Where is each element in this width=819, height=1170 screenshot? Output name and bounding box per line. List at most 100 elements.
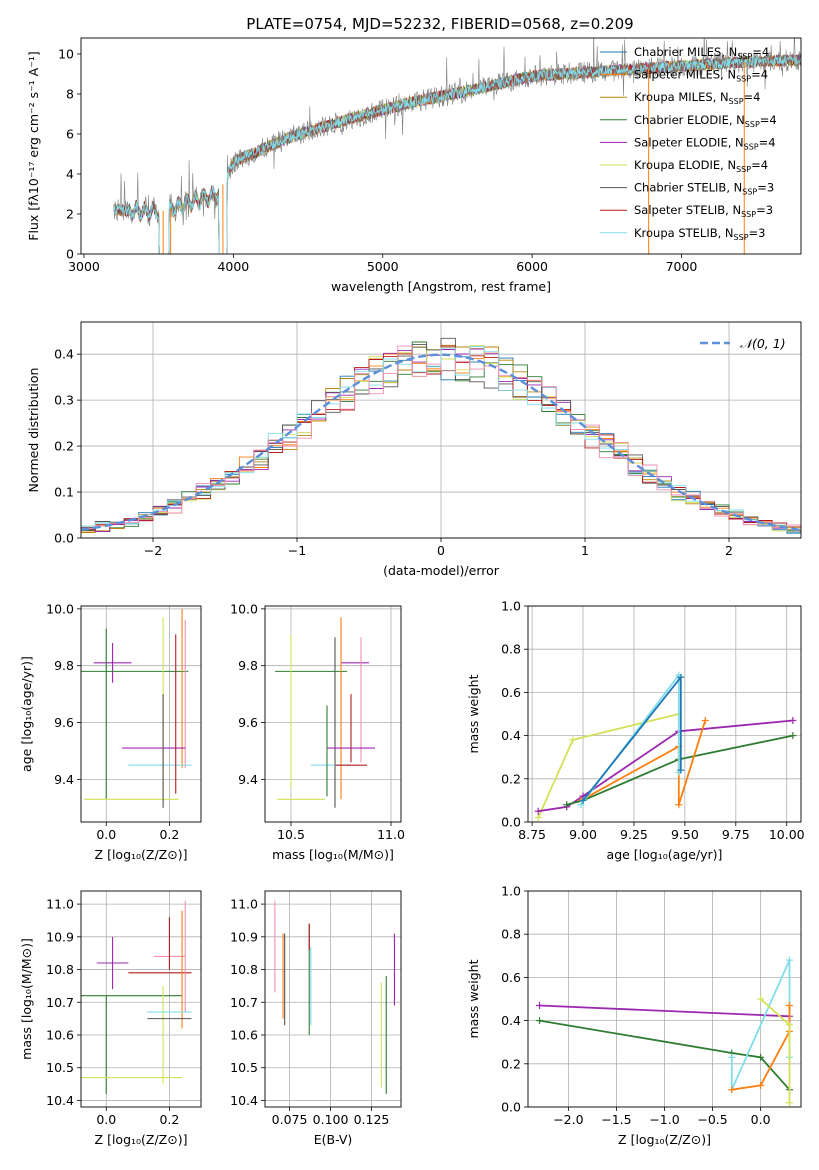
weight-series-krou_elodie xyxy=(537,713,680,819)
y-tick-label: 0.8 xyxy=(501,927,521,942)
y-tick-label: 0.8 xyxy=(501,642,521,657)
weight-marker xyxy=(757,1053,765,1061)
figure-title: PLATE=0754, MJD=52232, FIBERID=0568, z=0… xyxy=(246,15,633,33)
spectrum-model-krou_elodie xyxy=(113,55,801,254)
y-tick-label: 10.9 xyxy=(230,929,258,944)
x-tick-label: 0.125 xyxy=(354,1112,390,1127)
y-axis-label: Flux [fλ10⁻¹⁷ erg cm⁻² s⁻¹ A⁻¹] xyxy=(26,51,41,240)
weight-marker xyxy=(728,1086,736,1094)
spectrum-model-salp_miles xyxy=(113,54,801,254)
y-axis-label: Normed distribution xyxy=(26,368,41,493)
x-axis-label: wavelength [Angstrom, rest frame] xyxy=(331,279,551,294)
y-tick-label: 8 xyxy=(66,87,74,102)
legend-entry-chab_stelib: Chabrier STELIB, NSSP=3 xyxy=(634,181,774,197)
plot-area-weight_vs_age xyxy=(534,671,797,822)
plot-area-weight_vs_Z xyxy=(536,956,793,1107)
weight-marker xyxy=(785,1021,793,1029)
spectrum-model-krou_stelib xyxy=(113,55,801,254)
y-tick-label: 0.6 xyxy=(501,685,521,700)
y-axis-label: mass [log₁₀(M/M⊙)] xyxy=(19,938,34,1060)
spectrum-model-salp_stelib xyxy=(113,53,801,254)
y-tick-label: 10.6 xyxy=(46,1028,74,1043)
x-tick-label: 0.075 xyxy=(272,1112,308,1127)
x-axis-label: mass [log₁₀(M/M⊙)] xyxy=(272,847,394,862)
axes-age_vs_mass: 10.5 11.0 9.4 9.6 9.8 10.0 mass [log₁₀(M/M⊙)] xyxy=(230,601,405,862)
plot-area-age_vs_mass xyxy=(275,617,375,808)
y-tick-label: 0.4 xyxy=(54,347,74,362)
weight-marker xyxy=(536,1001,544,1009)
x-tick-label: −0.5 xyxy=(697,1112,727,1127)
axes-frame xyxy=(264,890,402,1108)
weight-marker xyxy=(785,1099,793,1107)
y-tick-label: 10.5 xyxy=(46,1060,74,1075)
legend-entry-salp_stelib: Salpeter STELIB, NSSP=3 xyxy=(634,203,773,219)
x-tick-label: 9.25 xyxy=(620,827,648,842)
x-tick-label: 0.0 xyxy=(96,827,116,842)
x-tick-label: 0.2 xyxy=(159,827,179,842)
y-tick-label: 10.6 xyxy=(230,1028,258,1043)
x-tick-label: −2 xyxy=(144,543,162,558)
weight-marker xyxy=(563,801,571,809)
y-tick-label: 0.6 xyxy=(501,970,521,985)
y-tick-label: 0.3 xyxy=(54,393,74,408)
plot-area-age_vs_Z xyxy=(81,608,192,808)
weight-marker xyxy=(785,956,793,964)
histogram-pink xyxy=(81,345,801,530)
weight-series-chab_elodie xyxy=(566,734,794,806)
axes-frame xyxy=(527,890,802,1108)
weight-marker xyxy=(536,1017,544,1025)
legend-entry-krou_miles: Kroupa MILES, NSSP=4 xyxy=(634,90,760,106)
spectrum-model-chab_stelib xyxy=(113,53,801,254)
axes-frame xyxy=(527,605,802,823)
x-tick-label: 0.100 xyxy=(313,1112,349,1127)
x-axis-label: Z [log₁₀(Z/Z⊙)] xyxy=(95,1132,188,1147)
weight-marker xyxy=(569,736,577,744)
histogram-krou_stelib xyxy=(81,346,801,534)
x-tick-label: 0.0 xyxy=(751,1112,771,1127)
weight-series-salp_elodie xyxy=(539,1004,790,1018)
x-tick-label: 10.00 xyxy=(769,827,805,842)
y-tick-label: 10 xyxy=(58,47,74,62)
y-tick-label: 0.2 xyxy=(501,771,521,786)
x-tick-label: 7000 xyxy=(666,259,698,274)
plot-area-mass_vs_Z xyxy=(81,900,192,1094)
weight-marker xyxy=(577,801,585,809)
y-tick-label: 10.4 xyxy=(230,1093,258,1108)
legend-entry-salp_miles: Salpeter MILES, NSSP=4 xyxy=(634,68,768,84)
x-tick-label: 3000 xyxy=(68,259,100,274)
y-tick-label: 10.5 xyxy=(230,1060,258,1075)
weight-marker xyxy=(677,673,685,681)
y-tick-label: 11.0 xyxy=(46,897,74,912)
plot-area-spectrum xyxy=(113,38,801,254)
weight-series-salp_miles xyxy=(731,1005,791,1091)
y-tick-label: 0.0 xyxy=(501,1100,521,1115)
histogram-chab_stelib xyxy=(81,337,801,533)
errorbar-point-0 xyxy=(93,642,132,683)
x-tick-label: −2.0 xyxy=(553,1112,583,1127)
x-axis-label: (data-model)/error xyxy=(383,563,500,578)
y-axis-label: age [log₁₀(age/yr)] xyxy=(19,656,34,772)
y-axis-label: mass weight xyxy=(466,674,481,753)
axes-frame xyxy=(80,605,202,823)
axes-age_vs_Z: 0.0 0.2 9.4 9.6 9.8 10.0 Z [log₁₀(Z/Z⊙)] age [l… xyxy=(19,601,202,862)
spectrum-model-chab_miles xyxy=(113,54,801,254)
axes-mass_vs_Z: 0.0 0.2 10.4 10.5 10.6 10.7 10.8 10.9 11.0 Z [log… xyxy=(19,890,202,1147)
x-tick-label: 9.75 xyxy=(722,827,750,842)
x-tick-label: 0 xyxy=(437,543,445,558)
plot-area-residuals xyxy=(81,337,801,534)
y-tick-label: 10.7 xyxy=(46,995,74,1010)
gaussian-curve xyxy=(81,353,801,532)
x-tick-label: 2 xyxy=(725,543,733,558)
weight-marker xyxy=(789,732,797,740)
x-tick-label: 5000 xyxy=(367,259,399,274)
axes-frame xyxy=(80,890,202,1108)
y-tick-label: 10.7 xyxy=(230,995,258,1010)
weight-marker xyxy=(728,1053,736,1061)
legend-entry-chab_elodie: Chabrier ELODIE, NSSP=4 xyxy=(634,113,777,129)
y-tick-label: 9.8 xyxy=(238,658,258,673)
legend-entry-krou_stelib: Kroupa STELIB, NSSP=3 xyxy=(634,226,765,242)
legend-gaussian-label: 𝒩(0, 1) xyxy=(740,336,786,351)
y-tick-label: 4 xyxy=(66,167,74,182)
weight-marker xyxy=(534,807,542,815)
y-tick-label: 0.1 xyxy=(54,485,74,500)
